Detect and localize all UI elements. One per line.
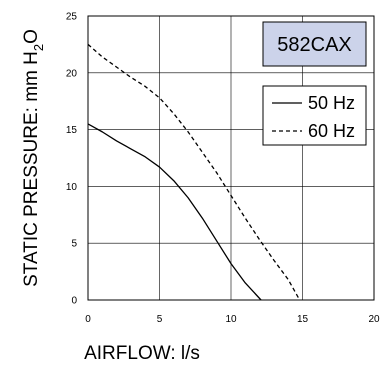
y-tick-label-2: 10 — [66, 182, 78, 193]
legend-label-50hz: 50 Hz — [308, 93, 355, 113]
y-tick-label-4: 20 — [66, 68, 78, 79]
y-axis-title-main: STATIC PRESSURE: mm H — [21, 51, 42, 287]
tick-labels: 0 5 10 15 20 0 5 10 15 20 25 — [66, 12, 380, 326]
y-axis-title-tail: O — [21, 29, 42, 44]
y-tick-label-3: 15 — [66, 125, 78, 136]
x-tick-label-4: 20 — [368, 314, 380, 325]
y-tick-label-0: 0 — [71, 296, 77, 307]
x-tick-label-1: 5 — [157, 314, 163, 325]
legend: 50 Hz 60 Hz — [262, 85, 367, 146]
series-line-50hz — [87, 123, 262, 301]
y-tick-label-1: 5 — [71, 239, 77, 250]
x-axis-title: AIRFLOW: l/s — [84, 343, 200, 364]
model-badge-box — [262, 21, 367, 67]
model-badge: 582CAX — [262, 21, 367, 67]
series-line-60hz — [87, 43, 301, 301]
y-tick-label-5: 25 — [66, 12, 78, 23]
plot-frame — [87, 15, 375, 301]
legend-box — [262, 85, 367, 146]
model-badge-label: 582CAX — [277, 34, 352, 56]
legend-label-60hz: 60 Hz — [308, 121, 355, 141]
x-tick-label-2: 10 — [225, 314, 237, 325]
x-tick-label-0: 0 — [85, 314, 91, 325]
y-axis-title: STATIC PRESSURE: mm H2O — [21, 29, 46, 287]
x-tick-label-3: 15 — [297, 314, 309, 325]
y-axis-title-subscript: 2 — [31, 44, 46, 51]
series-lines — [87, 43, 301, 301]
